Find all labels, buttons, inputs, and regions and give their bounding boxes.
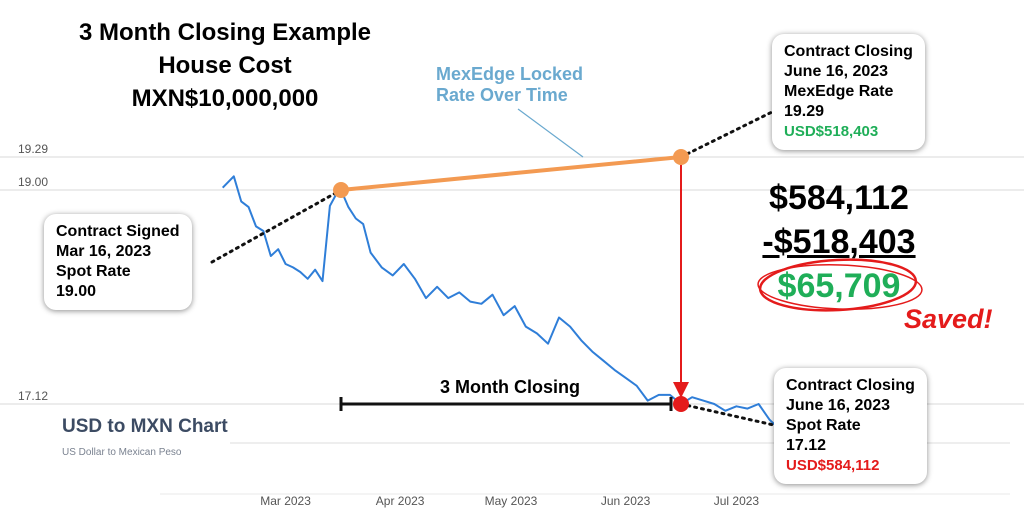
callout-line: June 16, 2023 <box>784 63 889 80</box>
contract-signed-point <box>333 182 349 198</box>
y-tick-label: 17.12 <box>18 389 48 403</box>
callout-line: 19.00 <box>56 283 97 300</box>
callout-line: Spot Rate <box>786 417 861 434</box>
savings-calculation: $584,112 -$518,403 $65,709 <box>754 176 924 308</box>
callout-line: Mar 16, 2023 <box>56 243 152 260</box>
savings-value: $65,709 <box>777 267 901 305</box>
x-tick-label: Apr 2023 <box>376 494 425 508</box>
x-tick-label: Jul 2023 <box>714 494 760 508</box>
note-leader-line <box>517 108 584 158</box>
title-line-1: 3 Month Closing Example <box>78 19 372 46</box>
title-line-2: House Cost <box>158 52 292 79</box>
locked-rate-closing-point <box>673 148 689 165</box>
chart-subtitle: US Dollar to Mexican Peso <box>62 447 182 458</box>
callout-line: 19.29 <box>784 103 825 120</box>
mexedge-usd-cost: USD$518,403 <box>784 123 879 140</box>
x-tick-label: Mar 2023 <box>260 494 311 508</box>
mexedge-closing-callout: Contract Closing June 16, 2023 MexEdge R… <box>772 34 925 150</box>
closing-period-label: 3 Month Closing <box>440 377 580 397</box>
x-tick-label: Jun 2023 <box>601 494 651 508</box>
locked-rate-line <box>339 154 683 192</box>
chart-name: USD to MXN Chart <box>62 416 228 437</box>
callout-line: Contract Signed <box>56 223 180 240</box>
spot-cost-value: $584,112 <box>769 179 909 217</box>
locked-rate-note: MexEdge Locked Rate Over Time <box>436 64 583 106</box>
x-tick-label: May 2023 <box>485 494 538 508</box>
mexedge-callout-leader <box>679 110 774 159</box>
callout-line: Contract Closing <box>784 43 913 60</box>
callout-line: Spot Rate <box>56 263 131 280</box>
y-tick-label: 19.29 <box>18 142 48 156</box>
callout-line: June 16, 2023 <box>786 397 891 414</box>
callout-line: Contract Closing <box>786 377 915 394</box>
callout-line: 17.12 <box>786 437 827 454</box>
spot-callout-leader <box>679 402 780 428</box>
locked-note-line-1: MexEdge Locked <box>436 64 584 84</box>
spot-closing-callout: Contract Closing June 16, 2023 Spot Rate… <box>774 368 927 484</box>
title-line-3: MXN$10,000,000 <box>131 85 319 112</box>
y-tick-label: 19.00 <box>18 175 48 189</box>
savings-circle-stroke-2 <box>757 264 923 310</box>
page-title: 3 Month Closing Example House Cost MXN$1… <box>20 16 430 115</box>
locked-note-line-2: Rate Over Time <box>436 85 568 105</box>
locked-cost-value: -$518,403 <box>762 223 916 261</box>
saved-label: Saved! <box>904 304 993 334</box>
spot-rate-closing-point <box>673 396 689 412</box>
spot-usd-cost: USD$584,112 <box>786 457 880 474</box>
callout-line: MexEdge Rate <box>784 83 894 100</box>
contract-signed-callout: Contract Signed Mar 16, 2023 Spot Rate 1… <box>44 214 192 310</box>
